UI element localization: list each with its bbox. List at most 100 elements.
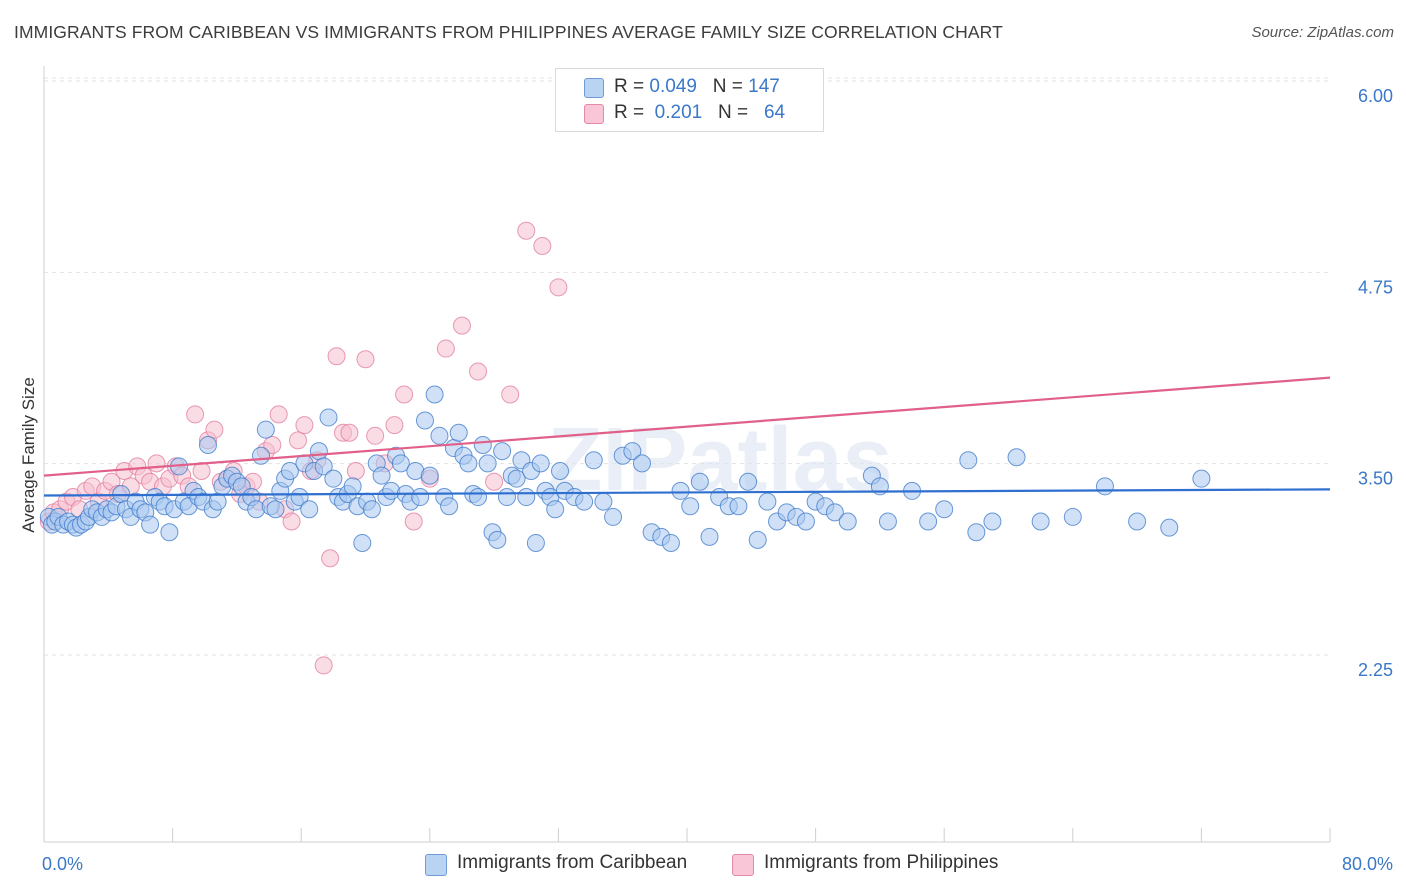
caribbean-point-97 bbox=[497, 488, 516, 507]
caribbean-point-116 bbox=[623, 442, 642, 461]
caribbean-point-27 bbox=[160, 523, 179, 542]
caribbean-point-138 bbox=[838, 512, 857, 531]
caribbean-point-93 bbox=[478, 454, 497, 473]
chart-source: Source: ZipAtlas.com bbox=[1251, 24, 1394, 41]
philippines-point-62 bbox=[533, 237, 552, 256]
philippines-point-47 bbox=[340, 423, 359, 442]
philippines-point-44 bbox=[321, 549, 340, 568]
stats-legend: R = 0.049 N = 147 R = 0.201 N = 64 bbox=[555, 68, 824, 132]
caribbean-point-150 bbox=[1063, 507, 1082, 526]
philippines-point-56 bbox=[436, 339, 455, 358]
caribbean-point-146 bbox=[967, 523, 986, 542]
caribbean-point-79 bbox=[411, 488, 430, 507]
caribbean-point-92 bbox=[473, 435, 492, 454]
caribbean-point-137 bbox=[825, 503, 844, 522]
caribbean-point-153 bbox=[1160, 518, 1179, 537]
caribbean-point-154 bbox=[1192, 469, 1211, 488]
caribbean-point-61 bbox=[324, 469, 343, 488]
caribbean-point-128 bbox=[739, 472, 758, 491]
caribbean-point-47 bbox=[256, 420, 275, 439]
y-tick-label-1: 3.50 bbox=[1358, 469, 1393, 489]
caribbean-point-114 bbox=[604, 507, 623, 526]
legend-stats-caribbean: R = 0.049 N = 147 bbox=[614, 76, 780, 97]
philippines-point-58 bbox=[469, 362, 488, 381]
caribbean-point-91 bbox=[469, 488, 488, 507]
caribbean-point-144 bbox=[935, 500, 954, 519]
caribbean-point-134 bbox=[796, 512, 815, 531]
caribbean-point-149 bbox=[1031, 512, 1050, 531]
caribbean-point-141 bbox=[878, 512, 897, 531]
caribbean-point-101 bbox=[517, 488, 536, 507]
philippines-point-35 bbox=[263, 435, 282, 454]
philippines-point-38 bbox=[282, 512, 301, 531]
x-tick-labels: 0.0% 80.0% bbox=[42, 854, 1393, 874]
caribbean-point-65 bbox=[343, 477, 362, 496]
philippines-trend-line bbox=[43, 376, 1331, 477]
caribbean-point-89 bbox=[459, 454, 478, 473]
caribbean-point-120 bbox=[661, 533, 680, 552]
caribbean-point-71 bbox=[372, 466, 391, 485]
philippines-point-36 bbox=[269, 405, 288, 424]
caribbean-point-49 bbox=[266, 500, 285, 519]
caribbean-point-113 bbox=[594, 492, 613, 511]
caribbean-point-107 bbox=[546, 500, 565, 519]
caribbean-trend-line bbox=[43, 488, 1331, 497]
caribbean-point-124 bbox=[700, 527, 719, 546]
philippines-point-53 bbox=[395, 385, 414, 404]
bottom-legend-label-caribbean: Immigrants from Caribbean bbox=[457, 852, 688, 873]
philippines-point-40 bbox=[295, 416, 314, 435]
caribbean-point-85 bbox=[440, 497, 459, 516]
philippines-point-61 bbox=[517, 221, 536, 240]
y-tick-label-3: 6.00 bbox=[1358, 86, 1393, 106]
legend-stats-philippines: R = 0.201 N = 64 bbox=[614, 102, 786, 123]
philippines-point-43 bbox=[314, 656, 333, 675]
philippines-point-50 bbox=[366, 426, 385, 445]
bottom-legend-swatch-caribbean bbox=[425, 854, 447, 876]
caribbean-point-82 bbox=[425, 385, 444, 404]
philippines-point-17 bbox=[147, 454, 166, 473]
trend-lines bbox=[43, 376, 1331, 497]
philippines-point-52 bbox=[385, 416, 404, 435]
caribbean-point-104 bbox=[531, 454, 550, 473]
caribbean-point-111 bbox=[575, 492, 594, 511]
philippines-point-57 bbox=[452, 316, 471, 335]
axes bbox=[43, 66, 1331, 843]
caribbean-point-117 bbox=[632, 454, 651, 473]
x-tick-label-1: 80.0% bbox=[1342, 854, 1393, 874]
caribbean-point-147 bbox=[983, 512, 1002, 531]
bottom-legend-label-philippines: Immigrants from Philippines bbox=[764, 852, 999, 873]
philippines-point-39 bbox=[288, 431, 307, 450]
caribbean-point-99 bbox=[507, 469, 526, 488]
caribbean-point-122 bbox=[681, 497, 700, 516]
caribbean-point-58 bbox=[309, 442, 328, 461]
caribbean-point-103 bbox=[526, 533, 545, 552]
legend-swatch-philippines bbox=[584, 104, 604, 124]
philippines-point-59 bbox=[485, 472, 504, 491]
caribbean-point-81 bbox=[420, 466, 439, 485]
x-tick-label-0: 0.0% bbox=[42, 854, 83, 874]
caribbean-point-112 bbox=[584, 451, 603, 470]
grid-lines bbox=[44, 77, 1330, 656]
caribbean-point-23 bbox=[141, 515, 160, 534]
caribbean-point-127 bbox=[729, 497, 748, 516]
caribbean-point-143 bbox=[919, 512, 938, 531]
caribbean-point-59 bbox=[314, 457, 333, 476]
chart-title: IMMIGRANTS FROM CARIBBEAN VS IMMIGRANTS … bbox=[14, 22, 1003, 42]
caribbean-point-60 bbox=[319, 408, 338, 427]
y-tick-label-0: 2.25 bbox=[1358, 660, 1393, 680]
caribbean-point-121 bbox=[671, 481, 690, 500]
caribbean-point-75 bbox=[391, 454, 410, 473]
caribbean-point-148 bbox=[1007, 448, 1026, 467]
caribbean-point-87 bbox=[449, 423, 468, 442]
philippines-point-45 bbox=[327, 347, 346, 366]
caribbean-point-83 bbox=[430, 426, 449, 445]
philippines-point-60 bbox=[501, 385, 520, 404]
caribbean-point-145 bbox=[959, 451, 978, 470]
caribbean-point-69 bbox=[362, 500, 381, 519]
caribbean-point-108 bbox=[551, 462, 570, 481]
philippines-point-54 bbox=[404, 512, 423, 531]
caribbean-point-96 bbox=[493, 442, 512, 461]
philippines-point-26 bbox=[205, 420, 224, 439]
caribbean-point-152 bbox=[1128, 512, 1147, 531]
